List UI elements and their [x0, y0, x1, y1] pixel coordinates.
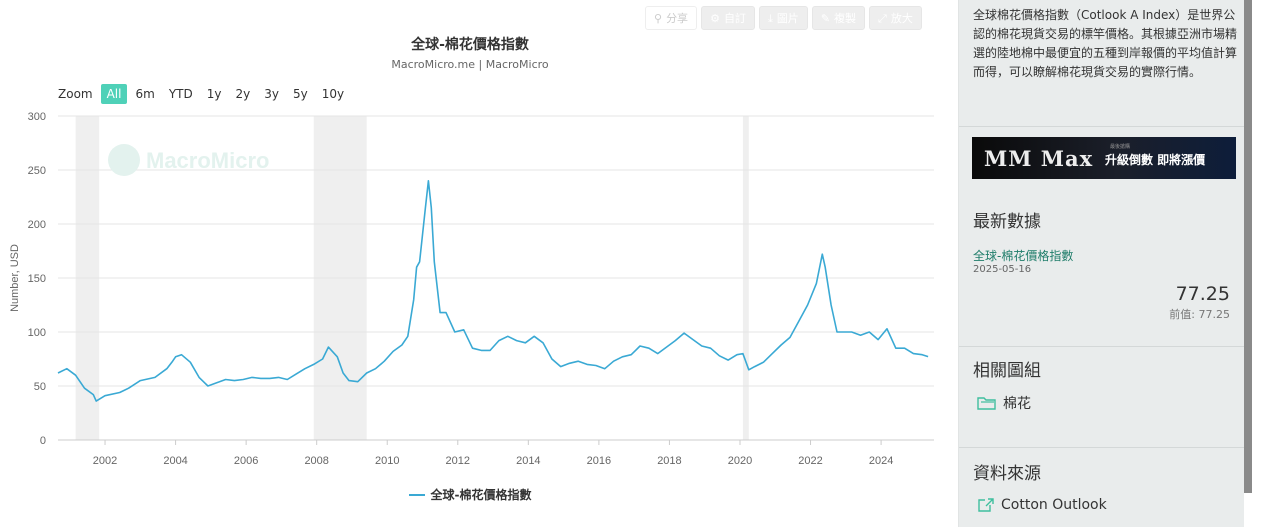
custom-button[interactable]: ⚙ 自訂 — [701, 6, 755, 30]
scrollbar[interactable] — [1244, 0, 1252, 493]
latest-value: 77.25 — [1175, 283, 1230, 305]
x-tick-label: 2004 — [163, 455, 187, 467]
related-cotton-label: 棉花 — [1003, 396, 1031, 412]
gear-icon: ⚙ — [710, 11, 720, 25]
source-title: 資料來源 — [973, 464, 1041, 484]
side-panel: 全球棉花價格指數（Cotlook A Index）是世界公認的棉花現貨交易的標竿… — [958, 0, 1245, 527]
zoom-option[interactable]: 2y — [235, 87, 251, 101]
download-icon: ⤓ — [767, 11, 773, 25]
copy-label: 複製 — [834, 12, 857, 25]
folder-icon — [977, 397, 996, 410]
y-tick-label: 0 — [40, 435, 46, 447]
divider — [959, 126, 1245, 127]
latest-data-title: 最新數據 — [973, 212, 1041, 232]
zoom-option[interactable]: 10y — [321, 87, 345, 101]
pencil-icon: ✎ — [820, 11, 831, 25]
y-tick-label: 250 — [28, 165, 46, 177]
banner-tag: 最後搶購 — [1110, 144, 1131, 150]
source-label: Cotton Outlook — [1001, 497, 1107, 513]
x-tick-label: 2016 — [587, 455, 611, 467]
chart-title: 全球-棉花價格指數 — [411, 37, 529, 53]
expand-icon: ⤢ — [878, 11, 887, 25]
zoom-option[interactable]: 1y — [206, 87, 222, 101]
external-link-icon — [978, 498, 994, 512]
y-tick-label: 150 — [28, 273, 46, 285]
zoom-option[interactable]: 5y — [292, 87, 308, 101]
promo-banner[interactable]: MM Max 最後搶購 升級倒數 即將漲價 — [972, 137, 1236, 179]
legend-label: 全球-棉花價格指數 — [430, 488, 532, 502]
x-tick-label: 2018 — [657, 455, 681, 467]
y-tick-label: 300 — [28, 111, 46, 123]
latest-series-name[interactable]: 全球-棉花價格指數 — [973, 249, 1074, 263]
zoom-selector: Zoom All 6m YTD 1y 2y 3y 5y 10y — [58, 84, 350, 104]
x-tick-label: 2008 — [304, 455, 328, 467]
x-tick-label: 2002 — [93, 455, 117, 467]
related-title: 相關圖組 — [973, 361, 1041, 381]
y-axis-label: Number, USD — [9, 244, 21, 312]
chart-toolbar: ⚲ 分享 ⚙ 自訂 ⤓ 圖片 ✎ 複製 ⤢ 放大 — [645, 6, 922, 30]
chart-subtitle: MacroMicro.me | MacroMicro — [391, 58, 549, 71]
x-tick-label: 2012 — [446, 455, 470, 467]
source-link[interactable]: Cotton Outlook — [977, 497, 1107, 513]
x-tick-label: 2010 — [375, 455, 399, 467]
line-chart: 0 50 100 150 200 250 300 2002 2004 2006 2008 2010 20… — [9, 111, 934, 467]
x-tick-label: 2014 — [516, 455, 540, 467]
x-tick-label: 2020 — [728, 455, 752, 467]
x-tick-label: 2022 — [798, 455, 822, 467]
zoom-option[interactable]: 3y — [264, 87, 279, 101]
x-tick-label: 2024 — [869, 455, 893, 467]
zoom-label: Zoom — [58, 87, 93, 101]
series-line — [57, 180, 929, 402]
watermark-text: MacroMicro — [146, 148, 269, 173]
x-tick-label: 2006 — [234, 455, 258, 467]
y-tick-label: 100 — [28, 327, 46, 339]
zoom-option[interactable]: All — [100, 84, 128, 104]
enlarge-label: 放大 — [890, 12, 913, 25]
image-button[interactable]: ⤓ 圖片 — [758, 6, 808, 30]
y-tick-label: 50 — [34, 381, 46, 393]
banner-text: 升級倒數 即將漲價 — [1105, 153, 1206, 167]
banner-brand: MM Max — [984, 145, 1094, 171]
share-icon: ⚲ — [654, 11, 663, 25]
share-button[interactable]: ⚲ 分享 — [645, 6, 698, 30]
share-label: 分享 — [666, 12, 689, 25]
custom-label: 自訂 — [723, 12, 746, 25]
related-cotton-link[interactable]: 棉花 — [977, 393, 1031, 413]
divider — [959, 346, 1245, 347]
zoom-option[interactable]: 6m — [135, 87, 155, 101]
chart-legend[interactable]: 全球-棉花價格指數 — [0, 486, 940, 503]
divider — [959, 447, 1245, 448]
watermark-logo-icon — [108, 144, 140, 176]
chart-description: 全球棉花價格指數（Cotlook A Index）是世界公認的棉花現貨交易的標竿… — [973, 8, 1238, 79]
enlarge-button[interactable]: ⤢ 放大 — [869, 6, 922, 30]
latest-date: 2025-05-16 — [973, 264, 1032, 275]
zoom-option[interactable]: YTD — [168, 87, 193, 101]
previous-value: 前值: 77.25 — [1169, 308, 1230, 321]
copy-button[interactable]: ✎ 複製 — [811, 6, 866, 30]
legend-line-icon — [408, 493, 425, 496]
image-label: 圖片 — [776, 12, 799, 25]
y-tick-label: 200 — [28, 219, 46, 231]
